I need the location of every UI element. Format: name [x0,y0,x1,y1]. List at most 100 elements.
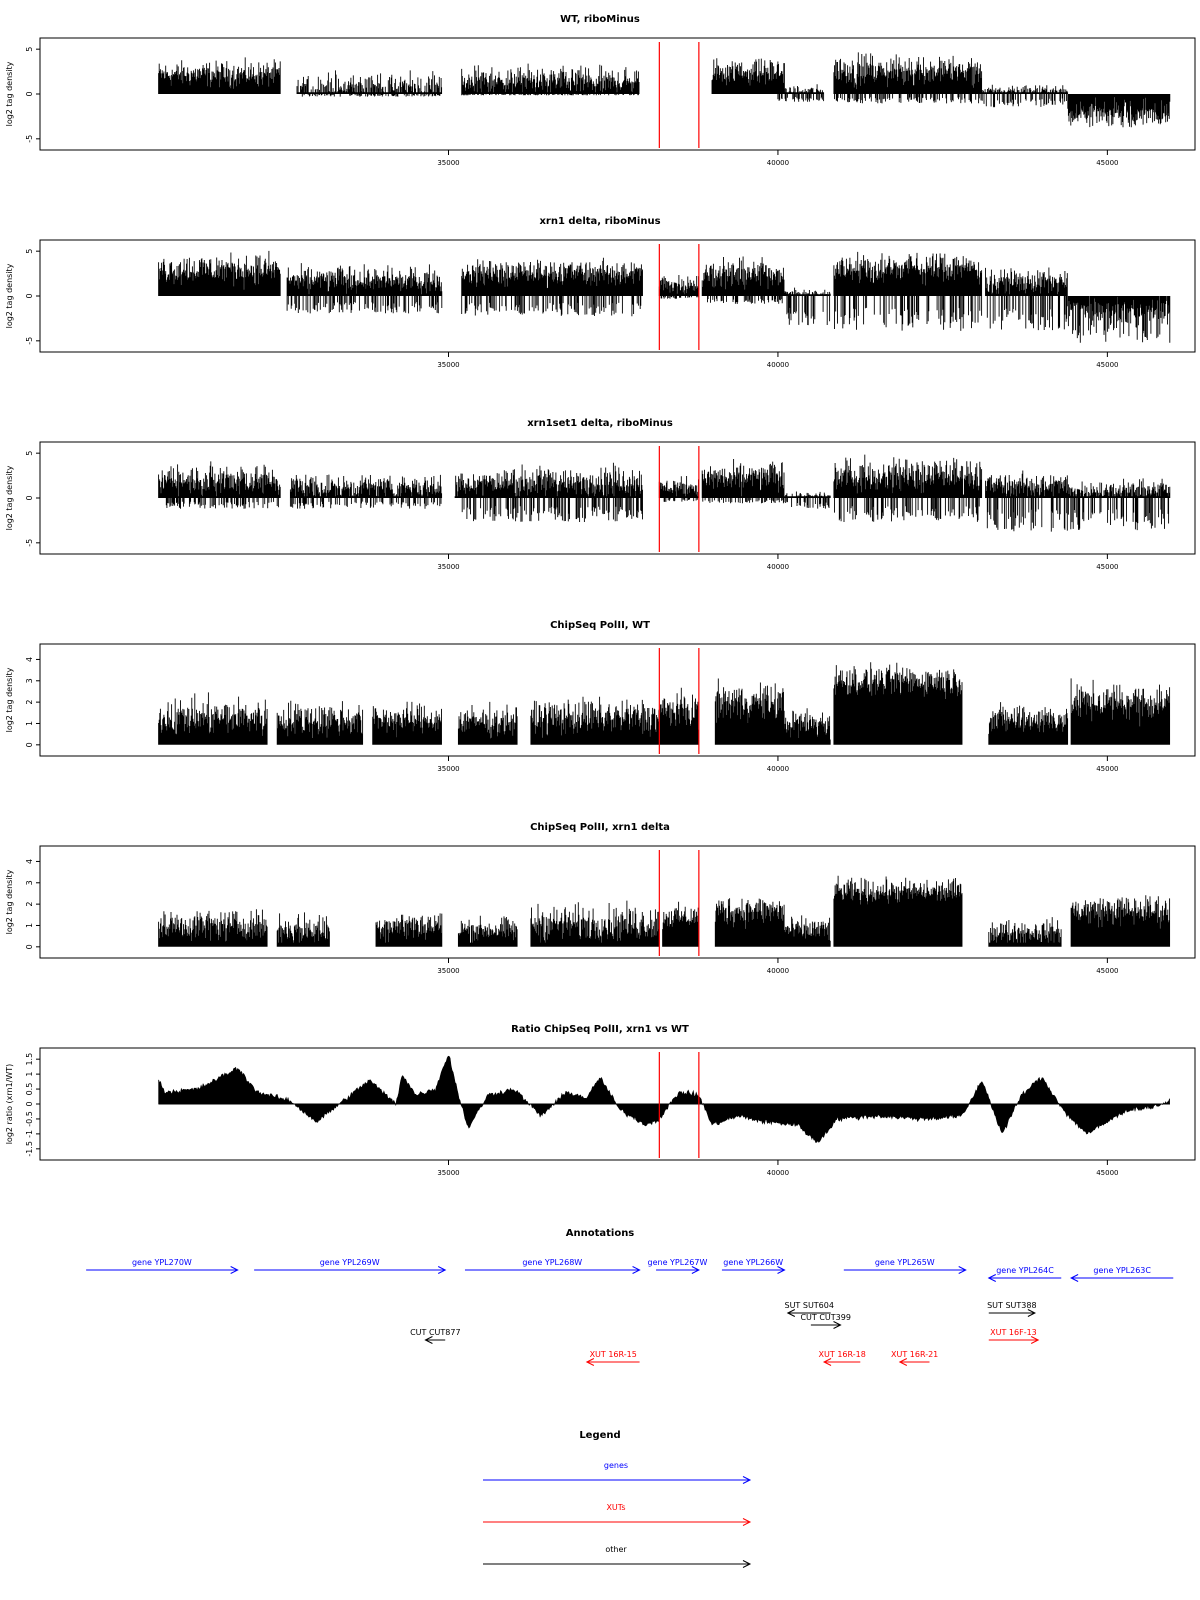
arrowhead [691,1266,700,1274]
arrowhead [742,1560,752,1568]
y-tick-label: 2 [25,700,34,705]
annotation-label: gene YPL267W [648,1258,708,1267]
y-tick-label: -1 [25,1130,34,1138]
ratio-area [158,1055,1170,1144]
x-tick-label: 45000 [1096,361,1118,369]
y-axis-label: log2 tag density [5,465,14,530]
density-bars [158,662,1171,745]
y-tick-label: -5 [25,135,34,143]
density-bars [158,52,1171,128]
chart-panel-5: ChipSeq PolII, xrn1 delta log2 tag densit… [5,822,1196,975]
y-tick-label: 4 [25,859,34,864]
arrowhead [786,1309,796,1317]
arrowhead [1070,1274,1079,1282]
arrowhead [742,1518,752,1526]
annotation-label: gene YPL264C [996,1266,1054,1275]
x-tick-label: 35000 [437,361,459,369]
y-tick-label: 0 [25,1101,34,1106]
arrowhead [1027,1309,1037,1317]
legend-item-xuts: XUTs [483,1503,752,1526]
chart-panel-2: xrn1 delta, riboMinus log2 tag density -5 0… [5,216,1196,369]
annotation-label: XUT 16F-13 [990,1328,1037,1337]
y-tick-label: 5 [25,47,34,52]
y-tick-label: 3 [25,678,34,683]
density-bars [158,875,1171,947]
annotations-track: Annotations gene YPL270W gene YPL269W gene… [86,1228,1174,1366]
plot-frame [39,643,1196,757]
density-bars [158,250,1171,343]
y-tick-label: -1.5 [25,1141,34,1157]
annotation-gene-ypl270w: gene YPL270W [86,1258,239,1274]
chart-title: ChipSeq PolII, xrn1 delta [530,822,670,833]
annotation-label: XUT 16R-18 [819,1350,866,1359]
x-tick-label: 35000 [437,765,459,773]
legend-item-other: other [483,1545,752,1568]
x-tick-label: 40000 [767,1169,789,1177]
y-axis-label: log2 tag density [5,667,14,732]
x-tick-label: 40000 [767,765,789,773]
x-tick-label: 45000 [1096,159,1118,167]
arrowhead [987,1274,996,1282]
y-tick-label: 5 [25,249,34,254]
annotation-cut-cut877: CUT CUT877 [410,1328,461,1344]
annotation-label: gene YPL270W [132,1258,192,1267]
annotation-sut-sut388: SUT SUT388 [987,1301,1037,1317]
chart-panel-3: xrn1set1 delta, riboMinus log2 tag densit… [5,418,1196,571]
chart-panel-6: Ratio ChipSeq PolII, xrn1 vs WT log2 rati… [5,1024,1196,1177]
annotation-gene-ypl269w: gene YPL269W [254,1258,447,1274]
annotation-label: CUT CUT399 [800,1313,850,1322]
y-tick-label: 0 [25,742,34,747]
chart-title: xrn1 delta, riboMinus [539,216,660,227]
chart-panel-4: ChipSeq PolII, WT log2 tag density 0 1 2 3 4 35… [5,620,1196,773]
y-tick-label: 3 [25,880,34,885]
annotation-gene-ypl268w: gene YPL268W [464,1258,641,1274]
arrowhead [1030,1336,1040,1344]
arrowhead [424,1336,433,1344]
x-tick-label: 35000 [437,967,459,975]
annotation-label: gene YPL269W [320,1258,380,1267]
x-tick-label: 45000 [1096,563,1118,571]
arrowhead [777,1266,786,1274]
y-tick-label: -5 [25,539,34,547]
chart-title: Ratio ChipSeq PolII, xrn1 vs WT [511,1024,689,1035]
arrowhead [742,1476,752,1484]
legend-title: Legend [579,1430,620,1441]
legend-item-genes: genes [483,1461,752,1484]
annotation-xut-16r-18: XUT 16R-18 [819,1350,866,1366]
annotation-label: gene YPL266W [723,1258,783,1267]
annotation-cut-cut399: CUT CUT399 [800,1313,851,1329]
plot-frame [39,845,1196,959]
y-tick-label: 0.5 [25,1083,34,1096]
y-tick-label: 2 [25,902,34,907]
annotation-xut-16r-21: XUT 16R-21 [891,1350,938,1366]
arrowhead [437,1266,447,1274]
annotation-label: XUT 16R-21 [891,1350,938,1359]
x-tick-label: 40000 [767,159,789,167]
y-tick-label: -0.5 [25,1111,34,1127]
y-tick-label: 1 [25,721,34,726]
x-tick-label: 45000 [1096,1169,1118,1177]
legend-label: genes [604,1461,628,1470]
y-tick-label: 0 [25,293,34,298]
y-tick-label: 1 [25,1072,34,1077]
y-axis-label: log2 tag density [5,263,14,328]
y-tick-label: 0 [25,495,34,500]
x-tick-label: 45000 [1096,765,1118,773]
arrowhead [230,1266,239,1274]
y-axis-label: log2 tag density [5,869,14,934]
annotation-gene-ypl263c: gene YPL263C [1070,1266,1174,1282]
y-tick-label: 1.5 [25,1053,34,1066]
arrowhead [833,1321,842,1329]
x-tick-label: 40000 [767,563,789,571]
density-bars [158,454,1171,532]
chart-title: xrn1set1 delta, riboMinus [527,418,673,429]
arrowhead [958,1266,967,1274]
y-tick-label: 0 [25,944,34,949]
annotation-gene-ypl267w: gene YPL267W [648,1258,708,1274]
chart-title: ChipSeq PolII, WT [550,620,650,631]
annotation-label: gene YPL268W [522,1258,582,1267]
legend-label: XUTs [606,1503,625,1512]
annotation-gene-ypl266w: gene YPL266W [721,1258,786,1274]
